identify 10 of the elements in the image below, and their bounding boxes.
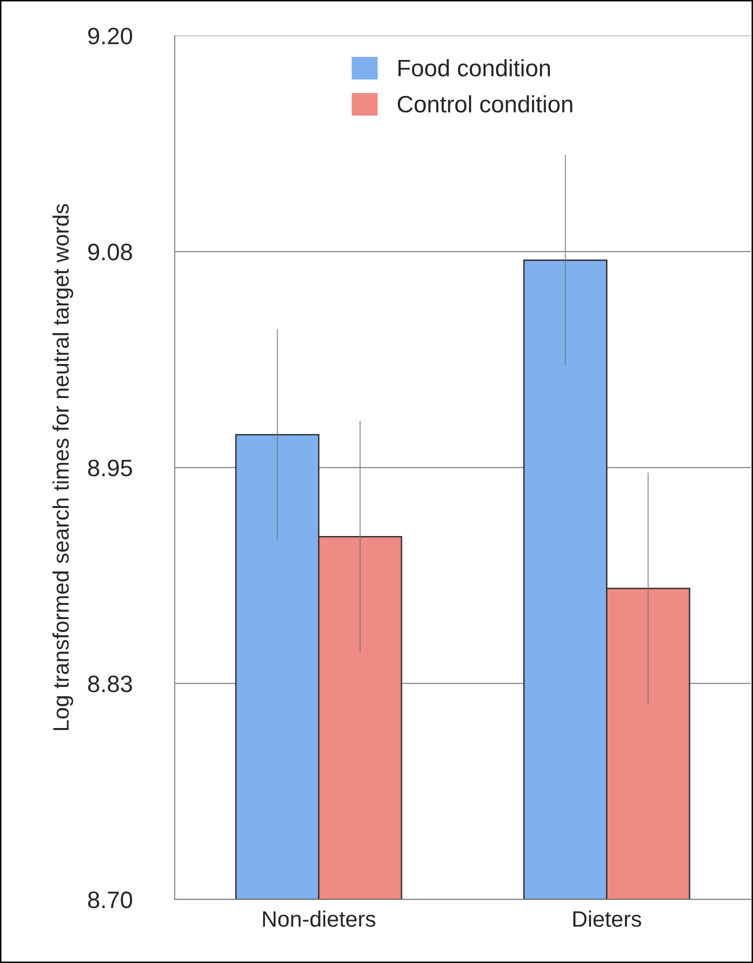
x-tick-label: Dieters: [573, 910, 642, 927]
legend-label: Food condition: [398, 59, 550, 76]
y-tick-label: 8.83: [88, 676, 132, 692]
legend-label: Control condition: [398, 95, 572, 113]
y-tick-label: 9.20: [88, 28, 132, 44]
y-tick-label: 8.95: [88, 460, 132, 476]
y-tick-label: 9.08: [88, 244, 132, 260]
y-tick-label: 8.70: [88, 892, 132, 908]
y-axis-title: Log transformed search times for neutral target words: [52, 204, 74, 730]
x-tick-label: Non-dieters: [263, 910, 376, 927]
